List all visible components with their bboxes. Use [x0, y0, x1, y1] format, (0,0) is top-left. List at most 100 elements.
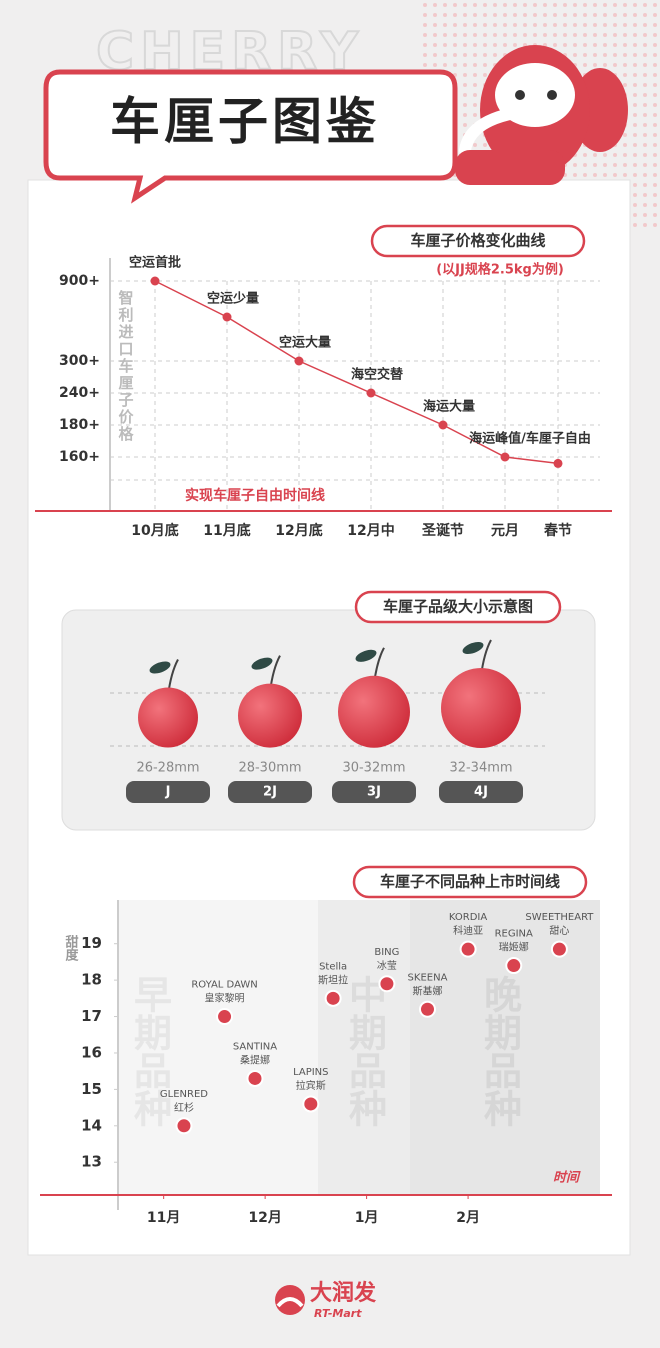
- chart-title: 车厘子不同品种上市时间线: [380, 873, 560, 891]
- point: [550, 940, 568, 958]
- grade-label: 2J: [263, 785, 277, 800]
- y-tick-label: 14: [81, 1116, 102, 1134]
- chart-subtitle: (以JJ规格2.5kg为例): [436, 262, 564, 278]
- variety-name: KORDIA: [449, 912, 487, 923]
- size-title: 车厘子品级大小示意图: [383, 598, 533, 616]
- size-panel: [61, 609, 596, 831]
- x-tick-label: 春节: [543, 522, 572, 539]
- x-tick-label: 12月底: [275, 522, 322, 539]
- grade-label: J: [165, 785, 171, 800]
- y-tick-label: 15: [81, 1080, 102, 1098]
- period-band: [318, 900, 410, 1195]
- cherry: [338, 675, 410, 748]
- point: [324, 989, 342, 1007]
- point: [294, 356, 304, 366]
- x-tick-label: 1月: [355, 1210, 379, 1226]
- point: [222, 312, 232, 322]
- variety-name: LAPINS: [293, 1067, 328, 1078]
- leaf: [251, 657, 273, 670]
- x-tick-label: 10月底: [131, 522, 178, 539]
- leaf: [355, 649, 377, 662]
- grade-label: 4J: [474, 785, 488, 800]
- point: [175, 1117, 193, 1135]
- y-axis-label: 甜度: [63, 934, 79, 962]
- x-tick-label: 圣诞节: [421, 522, 464, 539]
- point-label: 海空交替: [351, 367, 404, 383]
- x-tick-label: 元月: [491, 523, 519, 539]
- brand: 大润发: [310, 1280, 377, 1306]
- period-label: 晚期品种: [478, 975, 522, 1127]
- y-tick-label: 160+: [59, 449, 100, 465]
- x-axis-label: 时间: [553, 1170, 581, 1186]
- grade-pill: [332, 781, 416, 803]
- page-title: 车厘子图鉴: [110, 93, 380, 151]
- leaf: [149, 661, 171, 674]
- brand-en: RT-Mart: [314, 1307, 362, 1320]
- variety-name: Stella: [319, 961, 347, 972]
- point: [553, 458, 563, 468]
- annotation: 实现车厘子自由时间线: [185, 487, 325, 504]
- y-tick-label: 13: [81, 1153, 102, 1171]
- y-tick-label: 17: [81, 1007, 102, 1025]
- point: [216, 1008, 234, 1026]
- point: [302, 1095, 320, 1113]
- variety-name-zh: 甜心: [549, 924, 569, 937]
- title-pill: [370, 224, 586, 258]
- variety-name: SWEETHEART: [525, 912, 594, 923]
- point: [438, 420, 448, 430]
- y-tick-label: 900+: [59, 273, 100, 289]
- mascot: [455, 45, 628, 185]
- period-band: [410, 900, 600, 1195]
- point: [366, 388, 376, 398]
- title-pill: [354, 590, 562, 624]
- x-tick-label: 11月底: [203, 522, 250, 539]
- size-label: 30-32mm: [342, 761, 405, 776]
- x-tick-label: 12月: [248, 1210, 281, 1226]
- grade-pill: [228, 781, 312, 803]
- x-tick-label: 12月中: [347, 522, 394, 539]
- period-label: 早期品种: [128, 975, 172, 1127]
- size-label: 28-30mm: [238, 761, 301, 776]
- variety-name: GLENRED: [160, 1089, 208, 1100]
- variety-name: ROYAL DAWN: [191, 980, 257, 991]
- size-label: 32-34mm: [449, 761, 512, 776]
- cherry: [238, 683, 302, 748]
- x-tick-label: 2月: [456, 1210, 480, 1226]
- point-label: 空运首批: [129, 255, 181, 271]
- variety-name-zh: 瑞姬娜: [499, 941, 529, 954]
- variety-name: BING: [374, 947, 399, 958]
- variety-name: REGINA: [495, 929, 533, 940]
- point-label: 空运大量: [279, 335, 331, 351]
- variety-name: SKEENA: [408, 972, 448, 983]
- variety-name-zh: 皇家黎明: [205, 992, 245, 1005]
- grade-pill: [126, 781, 210, 803]
- y-tick-label: 16: [81, 1043, 102, 1061]
- y-tick-label: 19: [81, 934, 102, 952]
- size-label: 26-28mm: [136, 761, 199, 776]
- point: [378, 975, 396, 993]
- variety-name-zh: 斯基娜: [412, 984, 442, 997]
- grade-label: 3J: [367, 785, 381, 800]
- point: [150, 276, 160, 286]
- y-tick-label: 18: [81, 971, 102, 989]
- point-label: 海运峰值/车厘子自由: [469, 431, 591, 447]
- title-pill: [352, 865, 588, 899]
- period-label: 中期品种: [343, 975, 387, 1127]
- period-band: [118, 900, 318, 1195]
- variety-name-zh: 科迪亚: [453, 924, 483, 937]
- logo: 大润发 RT-Mart: [275, 1280, 377, 1320]
- chart-title: 车厘子价格变化曲线: [410, 232, 545, 250]
- variety-name-zh: 桑提娜: [240, 1053, 270, 1066]
- point: [459, 940, 477, 958]
- y-tick-label: 240+: [59, 385, 100, 401]
- cherry: [441, 668, 521, 748]
- point: [505, 957, 523, 975]
- variety-name-zh: 冰莹: [377, 959, 397, 972]
- y-tick-label: 300+: [59, 353, 100, 369]
- point-label: 海运大量: [423, 399, 475, 415]
- x-tick-label: 11月: [147, 1210, 180, 1226]
- variety-name: SANTINA: [233, 1041, 277, 1052]
- variety-name-zh: 斯坦拉: [318, 973, 348, 986]
- title-bubble: [43, 69, 458, 204]
